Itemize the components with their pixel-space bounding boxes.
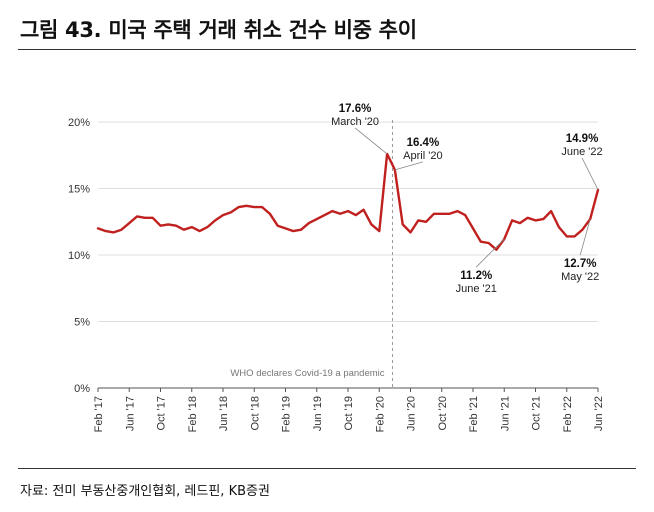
x-tick-label: Feb '22: [562, 396, 574, 432]
series-layer: [96, 152, 600, 251]
y-tick-label: 0%: [74, 383, 90, 395]
page-title: 그림 43. 미국 주택 거래 취소 건수 비중 추이: [20, 18, 417, 42]
annotation-leader: [394, 161, 423, 171]
x-tick-label: Jun '17: [124, 396, 136, 431]
x-tick-label: Oct '21: [531, 396, 543, 431]
x-tick-label: Oct '19: [343, 396, 355, 431]
x-tick-label: Feb '17: [93, 396, 105, 432]
annotation-leader: [579, 218, 591, 256]
x-axis-ticks: Feb '17 Jun '17 Oct '17 Feb '18 Jun '18 Oct '…: [93, 388, 605, 432]
x-tick-label: Jun '21: [499, 396, 511, 431]
source-divider: [18, 468, 636, 469]
annotation-value: 12.7%: [564, 258, 597, 270]
series-line: [96, 152, 600, 251]
x-tick-label: Jun '19: [312, 396, 324, 431]
y-axis-ticks: 0% 5% 10% 15% 20%: [68, 117, 90, 395]
annotation-value: 17.6%: [339, 103, 372, 115]
x-tick-label: Oct '18: [249, 396, 261, 431]
annotation-leader: [354, 127, 388, 155]
x-tick-label: Oct '20: [437, 396, 449, 431]
chart-grid: [98, 121, 598, 389]
event-label: WHO declares Covid-19 a pandemic: [230, 368, 384, 379]
x-tick-label: Feb '21: [468, 396, 480, 432]
annotation-date: April '20: [403, 150, 442, 162]
x-tick-label: Jun '20: [406, 396, 418, 431]
x-tick-label: Jun '18: [218, 396, 230, 431]
event-marker: WHO declares Covid-19 a pandemic: [230, 120, 394, 388]
annotation-value: 11.2%: [460, 270, 492, 282]
x-tick-label: Oct '17: [156, 396, 168, 431]
annotation-leader: [475, 238, 505, 268]
x-tick-label: Jun '22: [593, 396, 605, 431]
x-tick-label: Feb '20: [374, 396, 386, 432]
x-tick-label: Feb '19: [281, 396, 293, 432]
y-tick-label: 20%: [68, 117, 90, 129]
source-note: 자료: 전미 부동산중개인협회, 레드핀, KB증권: [20, 484, 270, 499]
annotation-value: 16.4%: [407, 137, 440, 149]
y-tick-label: 15%: [68, 184, 90, 196]
y-tick-label: 5%: [74, 317, 90, 329]
annotation-date: March '20: [331, 116, 379, 128]
title-divider: [18, 49, 636, 50]
annotation-date: June '21: [456, 283, 497, 295]
annotation-value: 14.9%: [566, 133, 599, 145]
annotation-date: June '22: [561, 146, 602, 158]
y-tick-label: 10%: [68, 250, 90, 262]
annotation-date: May '22: [561, 271, 599, 283]
annotation-leader: [581, 157, 599, 191]
x-tick-label: Feb '18: [187, 396, 199, 432]
